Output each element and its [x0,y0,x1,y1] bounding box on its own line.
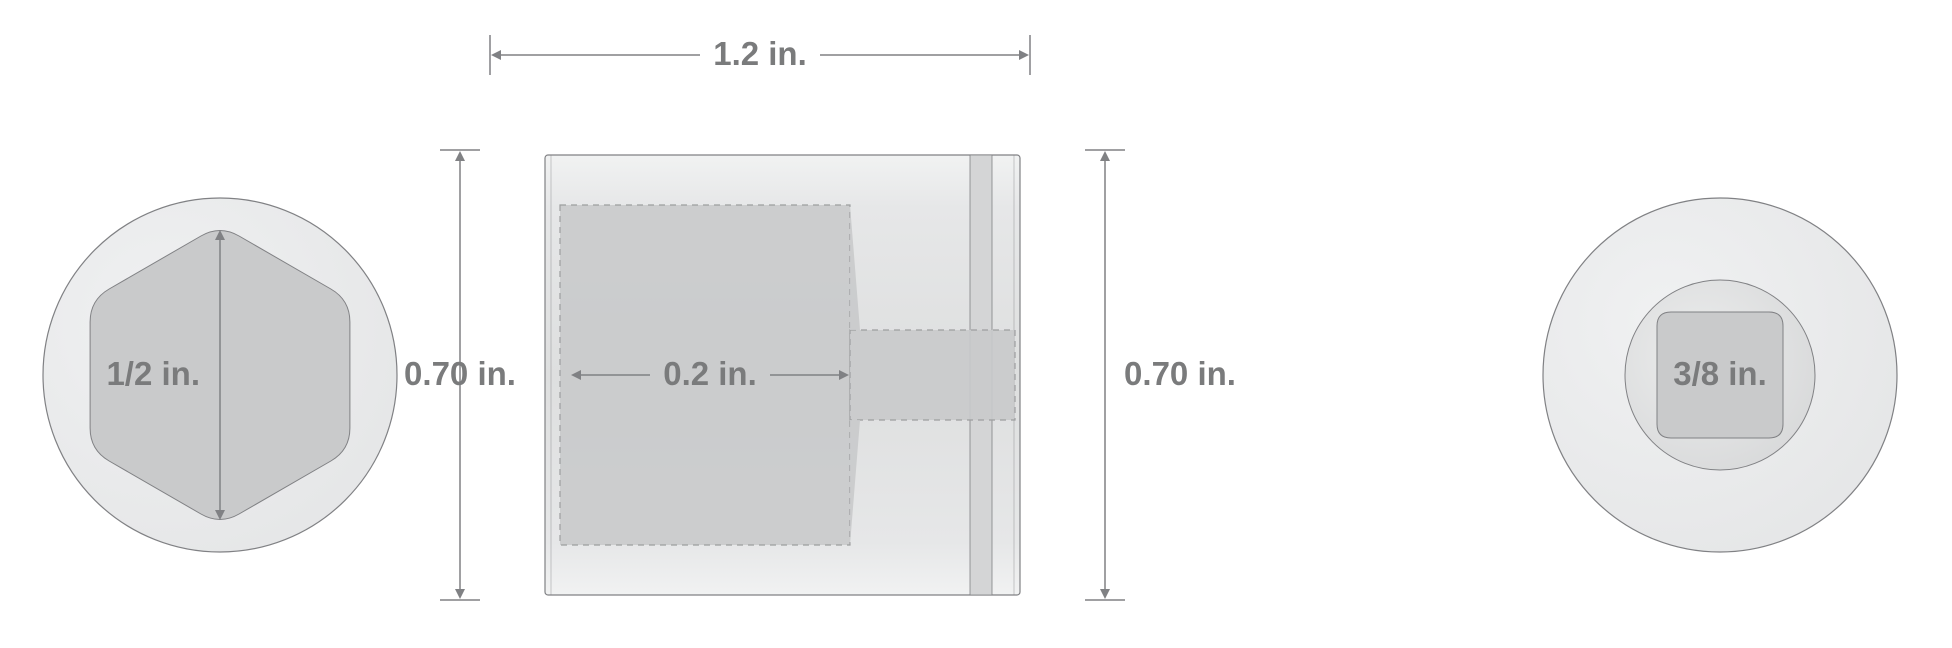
back-drive-label: 3/8 in. [1673,355,1767,392]
side-view: 1.2 in. 0.70 in. 0.70 in. 0.2 in. [404,35,1236,600]
right-dim-label: 0.70 in. [1124,355,1236,392]
front-hex-dim-label: 1/2 in. [106,355,200,392]
back-view: 3/8 in. [1543,198,1897,552]
top-dim-label: 1.2 in. [713,35,807,72]
left-dim-label: 0.70 in. [404,355,516,392]
side-drive-bore [850,330,1015,420]
inner-dim-label: 0.2 in. [663,355,757,392]
front-view: 1/2 in. [43,198,397,552]
